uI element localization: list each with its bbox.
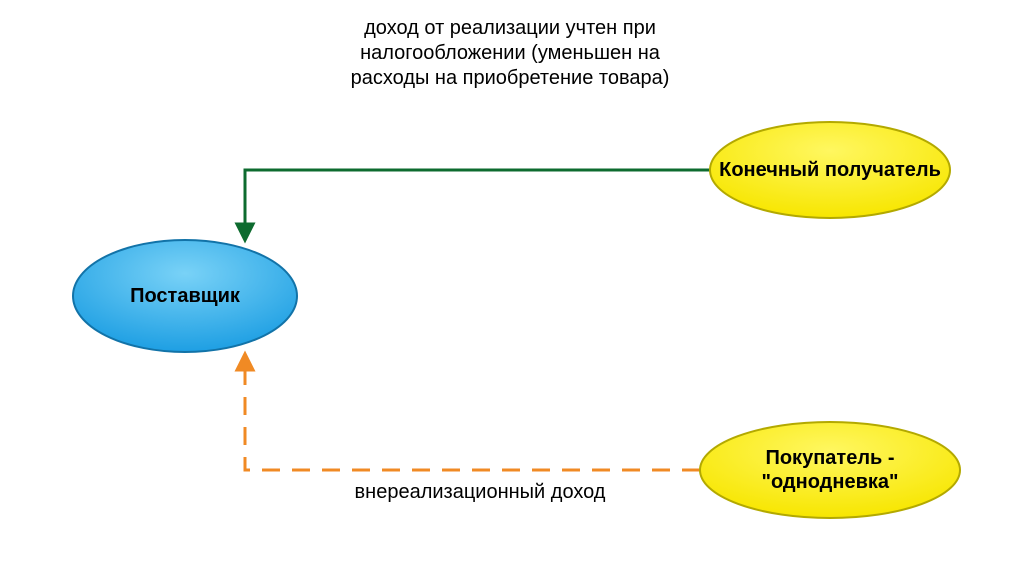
diagram-canvas: { "diagram": { "type": "flowchart", "bac… (0, 0, 1024, 567)
edge-label-nonrealization-income: внереализационный доход (330, 480, 630, 505)
edge-income-realization (245, 170, 710, 240)
node-final-recipient-label: Конечный получатель (715, 154, 945, 186)
node-final-recipient: Конечный получатель (710, 122, 950, 218)
node-supplier: Поставщик (73, 240, 297, 352)
node-buyer-oneday: Покупатель - "однодневка" (700, 422, 960, 518)
edge-label-income-realization: доход от реализации учтен при налогообло… (330, 16, 690, 91)
node-supplier-label: Поставщик (126, 280, 244, 312)
edge-nonrealization-income (245, 354, 700, 470)
node-buyer-oneday-label: Покупатель - "однодневка" (700, 442, 960, 498)
